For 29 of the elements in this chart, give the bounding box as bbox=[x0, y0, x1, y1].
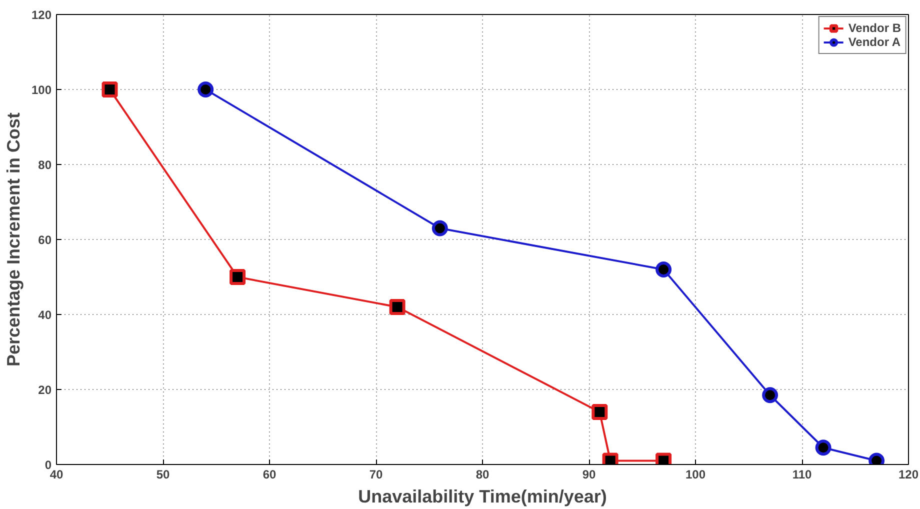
y-tick-label: 60 bbox=[38, 233, 52, 247]
y-tick-label: 100 bbox=[31, 83, 52, 97]
point bbox=[656, 262, 672, 278]
point bbox=[592, 404, 608, 420]
x-tick-label: 120 bbox=[898, 468, 919, 482]
point bbox=[762, 387, 778, 404]
legend-label: Vendor B bbox=[848, 21, 901, 35]
x-tick-label: 80 bbox=[476, 468, 490, 482]
x-tick-label: 70 bbox=[369, 468, 383, 482]
point bbox=[230, 269, 246, 285]
x-tick-label: 50 bbox=[156, 468, 170, 482]
point bbox=[198, 82, 214, 98]
x-tick-label: 110 bbox=[792, 468, 812, 482]
y-tick-label: 40 bbox=[38, 308, 52, 322]
x-tick-label: 60 bbox=[262, 468, 276, 482]
x-tick-label: 100 bbox=[685, 468, 706, 482]
point bbox=[815, 440, 832, 456]
y-tick-label: 120 bbox=[31, 8, 52, 22]
y-tick-label: 80 bbox=[38, 158, 52, 172]
y-tick-label: 20 bbox=[38, 383, 52, 397]
x-axis-title: Unavailability Time(min/year) bbox=[358, 486, 607, 506]
point bbox=[102, 82, 118, 98]
y-axis-title: Percentage Increment in Cost bbox=[3, 112, 24, 367]
point bbox=[432, 220, 448, 236]
x-tick-label: 40 bbox=[50, 468, 64, 482]
point bbox=[389, 299, 406, 315]
legend-label: Vendor A bbox=[848, 35, 901, 49]
y-tick-label: 0 bbox=[44, 458, 52, 472]
x-tick-label: 90 bbox=[582, 468, 596, 482]
